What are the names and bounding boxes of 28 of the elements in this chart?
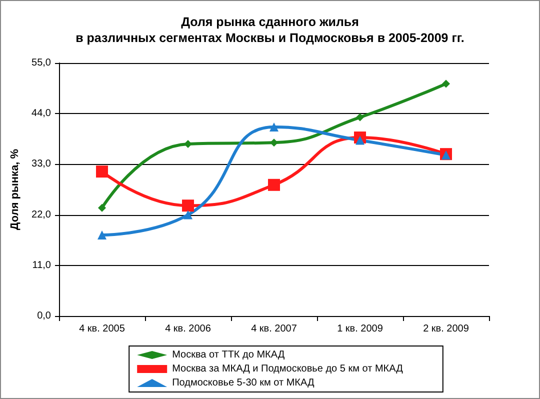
point [268, 178, 280, 191]
point [98, 230, 106, 240]
x-tick-label: 1 кв. 2009 [337, 324, 384, 334]
y-tick-label: 33,0 [32, 158, 52, 170]
point [182, 200, 194, 212]
y-tick-label: 0,0 [37, 310, 52, 322]
point [96, 166, 108, 178]
y-tick-label: 22,0 [32, 209, 52, 220]
point [356, 113, 364, 122]
point [184, 210, 192, 220]
point [98, 204, 106, 212]
legend-label: Москва за МКАД и Подмосковье до 5 км от МКАД [172, 364, 404, 374]
point [356, 136, 364, 145]
x-tick-label: 4 кв. 2006 [165, 324, 212, 334]
point [442, 80, 450, 88]
y-axis-title: Доля рынка, % [9, 148, 22, 230]
point [184, 140, 192, 148]
x-tick-label: 4 кв. 2007 [251, 324, 298, 334]
point [270, 138, 278, 147]
y-tick-label: 44,0 [32, 108, 52, 120]
point [270, 122, 278, 132]
y-tick-label: 11,0 [32, 260, 52, 271]
x-tick-label: 2 кв. 2009 [423, 324, 470, 334]
chart-title: Доля рынка сданного жилья в различных сегментах Москвы и Подмосковья в 2005-2009 гг. [76, 15, 464, 45]
legend-label: Подмосковье 5-30 км от МКАД [172, 378, 314, 388]
y-tick-label: 55,0 [32, 58, 52, 68]
legend-label: Москва от ТТК до МКАД [172, 350, 285, 360]
x-tick-label: 4 кв. 2005 [79, 324, 126, 334]
